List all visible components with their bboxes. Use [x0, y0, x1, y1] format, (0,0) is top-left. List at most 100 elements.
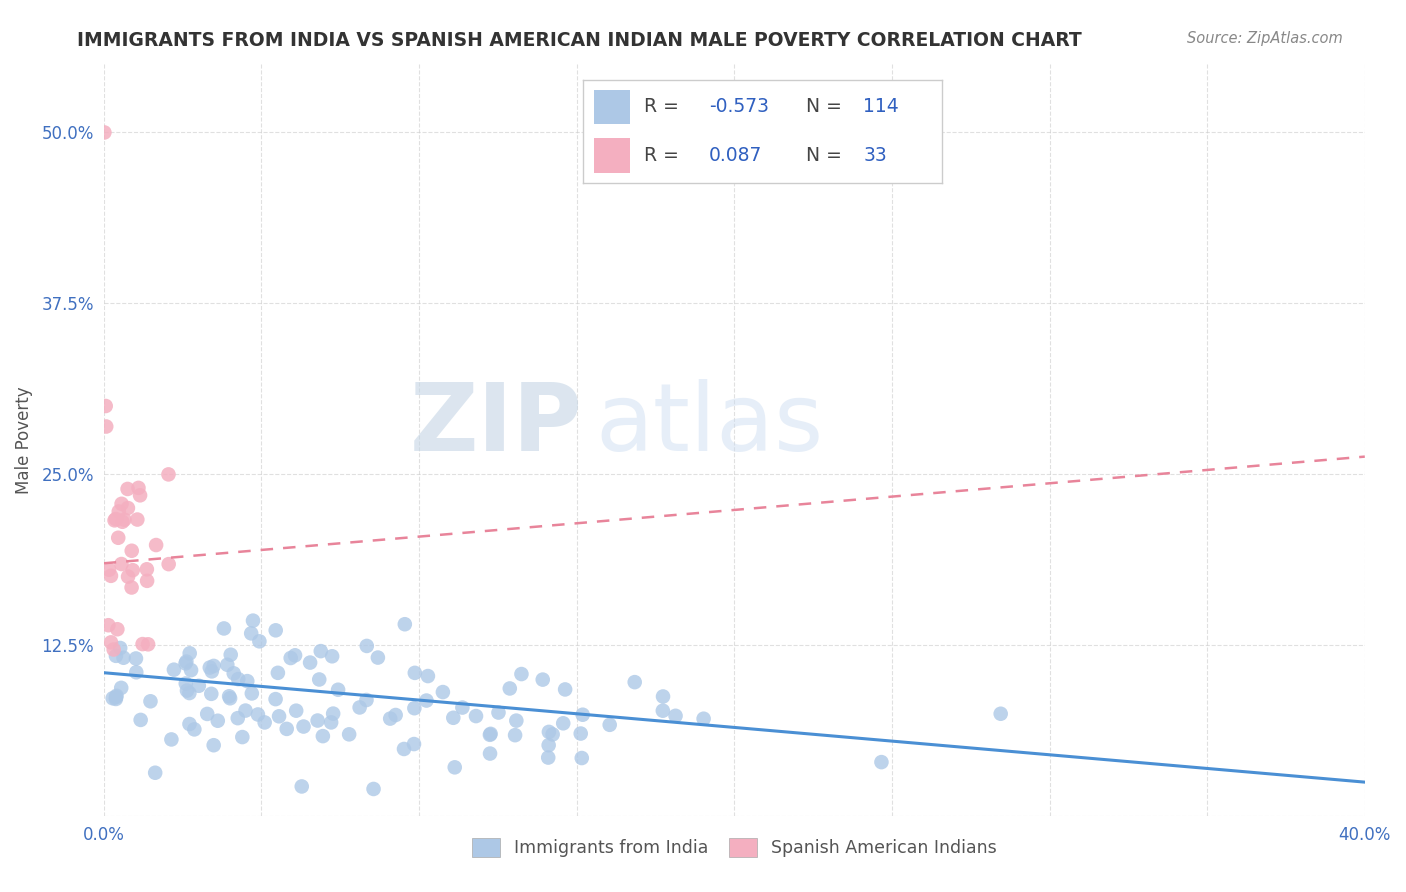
Point — [145, 538, 167, 552]
Point — [309, 644, 332, 658]
Point — [176, 683, 198, 698]
Text: 0.087: 0.087 — [709, 145, 762, 165]
Text: N =: N = — [806, 97, 842, 117]
Text: R =: R = — [644, 145, 679, 165]
Point — [443, 760, 465, 774]
Text: ZIP: ZIP — [411, 379, 583, 471]
Text: IMMIGRANTS FROM INDIA VS SPANISH AMERICAN INDIAN MALE POVERTY CORRELATION CHART: IMMIGRANTS FROM INDIA VS SPANISH AMERICA… — [77, 31, 1083, 50]
Point — [623, 675, 645, 690]
Point — [202, 738, 225, 752]
Point — [105, 622, 128, 636]
Point — [321, 649, 343, 664]
Point — [479, 727, 502, 741]
Point — [127, 481, 149, 495]
Point — [415, 693, 437, 707]
Point — [510, 667, 533, 681]
Point — [554, 682, 576, 697]
Point — [651, 704, 673, 718]
Y-axis label: Male Poverty: Male Poverty — [15, 386, 32, 494]
Point — [404, 701, 426, 715]
Point — [264, 624, 287, 638]
Point — [451, 700, 474, 714]
Point — [307, 714, 329, 728]
Point — [246, 707, 269, 722]
Point — [247, 634, 270, 648]
Point — [488, 706, 510, 720]
Point — [179, 717, 201, 731]
Point — [202, 659, 225, 673]
Point — [571, 751, 593, 765]
Text: 33: 33 — [863, 145, 887, 165]
Point — [291, 780, 314, 794]
Point — [110, 557, 132, 571]
Point — [217, 657, 239, 672]
Point — [267, 665, 290, 680]
Point — [242, 614, 264, 628]
Point — [284, 648, 307, 663]
Point — [226, 711, 249, 725]
Point — [537, 750, 560, 764]
Point — [117, 501, 139, 516]
Point — [111, 515, 134, 529]
Point — [402, 737, 425, 751]
Point — [264, 692, 287, 706]
Point — [136, 637, 159, 651]
Point — [363, 781, 385, 796]
Text: atlas: atlas — [596, 379, 824, 471]
Point — [253, 715, 276, 730]
Point — [404, 665, 426, 680]
Text: -0.573: -0.573 — [709, 97, 769, 117]
Point — [103, 513, 125, 527]
Point — [664, 708, 686, 723]
Point — [236, 674, 259, 689]
Point — [312, 729, 335, 743]
Point — [356, 639, 378, 653]
Point — [219, 691, 242, 706]
Point — [240, 686, 263, 700]
Point — [104, 690, 127, 705]
Point — [367, 650, 389, 665]
Point — [107, 504, 129, 518]
Point — [571, 707, 593, 722]
Point — [180, 663, 202, 677]
Point — [222, 666, 245, 681]
Point — [207, 714, 229, 728]
Point — [160, 732, 183, 747]
Text: Source: ZipAtlas.com: Source: ZipAtlas.com — [1187, 31, 1343, 46]
Point — [479, 747, 502, 761]
Point — [599, 718, 621, 732]
Point — [183, 723, 205, 737]
Point — [108, 640, 131, 655]
Point — [135, 562, 157, 576]
Point — [569, 726, 592, 740]
Point — [157, 467, 180, 482]
Text: 114: 114 — [863, 97, 898, 117]
FancyBboxPatch shape — [595, 137, 630, 173]
Point — [267, 709, 290, 723]
Point — [157, 557, 180, 571]
Point — [93, 125, 115, 139]
Point — [337, 727, 360, 741]
Point — [100, 635, 122, 649]
Text: R =: R = — [644, 97, 679, 117]
Point — [990, 706, 1012, 721]
Point — [292, 720, 315, 734]
Point — [384, 708, 406, 723]
Point — [103, 642, 125, 657]
Point — [100, 569, 122, 583]
Point — [541, 727, 564, 741]
Point — [174, 676, 197, 690]
Point — [110, 681, 132, 695]
Point — [127, 512, 149, 526]
Point — [200, 687, 222, 701]
Point — [104, 648, 127, 663]
Point — [299, 656, 322, 670]
Point — [97, 618, 120, 632]
Point — [432, 685, 454, 699]
Point — [503, 728, 526, 742]
Point — [394, 617, 416, 632]
Point — [179, 646, 201, 660]
Point — [321, 715, 343, 730]
Point — [117, 482, 139, 496]
Point — [139, 694, 162, 708]
